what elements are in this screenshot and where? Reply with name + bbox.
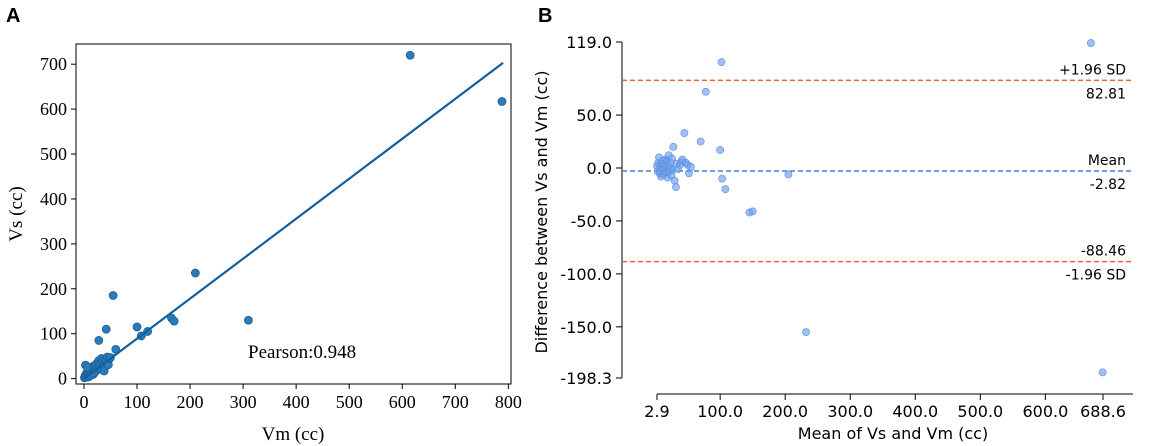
x-tick-label-a: 800: [495, 392, 522, 412]
y-tick-label-a: 200: [40, 279, 67, 299]
data-point-b: [784, 170, 793, 179]
data-point-b: [686, 163, 695, 171]
data-point-b: [716, 146, 725, 154]
fit-line: [83, 61, 504, 380]
y-tick-label-a: 600: [40, 99, 67, 119]
plot-a-frame: [75, 43, 512, 385]
x-axis-label-b: Mean of Vs and Vm (cc): [798, 424, 988, 443]
x-tick-label-a: 0: [79, 392, 88, 412]
panel-b-label: B: [538, 5, 552, 27]
y-tick-label-b: 119.0: [566, 33, 612, 52]
y-tick-label-b: -150.0: [560, 318, 612, 337]
x-tick-label-b: 500.0: [957, 402, 1003, 421]
x-axis-label-a: Vm (cc): [262, 424, 325, 445]
data-point-b: [696, 137, 705, 146]
x-tick-label-a: 100: [124, 392, 151, 412]
y-tick-label-a: 500: [40, 144, 67, 164]
y-tick-label-b: -50.0: [571, 212, 612, 231]
y-axis-label-a: Vs (cc): [6, 186, 27, 241]
data-point-a: [108, 291, 118, 300]
data-point-b: [717, 58, 726, 67]
x-tick-label-b: 300.0: [827, 402, 873, 421]
data-point-b: [669, 142, 678, 151]
data-point-b: [701, 87, 710, 96]
x-tick-label-a: 200: [177, 392, 204, 412]
x-tick-label-a: 500: [336, 392, 363, 412]
x-tick-label-b: 200.0: [762, 402, 808, 421]
reference-value-mean: -2.82: [1090, 177, 1126, 193]
data-point-a: [99, 366, 109, 376]
y-tick-label-a: 0: [58, 369, 67, 389]
data-point-b: [1098, 368, 1107, 377]
data-point-b: [718, 174, 727, 183]
data-point-b: [721, 185, 730, 194]
reference-value-lower: -1.96 SD: [1066, 268, 1126, 284]
panel-a-label: A: [6, 5, 20, 27]
data-point-b: [802, 328, 810, 337]
data-point-a: [169, 316, 179, 326]
y-tick-label-b: -100.0: [560, 265, 612, 284]
data-point-a: [101, 324, 111, 334]
scatter-chart-a: 0 100 200 300 400 500 600 700 800 0 100 200 300 400 50…: [6, 43, 522, 445]
x-tick-label-a: 600: [389, 392, 416, 412]
reference-label-lower: -88.46: [1081, 244, 1126, 260]
data-point-b: [680, 129, 689, 137]
x-tick-label-b: 600.0: [1022, 402, 1068, 421]
y-tick-label-b: -198.3: [560, 369, 612, 388]
data-point-a: [244, 315, 253, 325]
bland-altman-chart: 2.9 100.0 200.0 300.0 400.0 500.0 600.0 688.6 11…: [532, 33, 1133, 443]
y-tick-label-a: 300: [40, 234, 67, 254]
x-tick-label-b: 100.0: [697, 402, 743, 421]
x-tick-label-b: 688.6: [1080, 402, 1126, 421]
reference-value-upper: 82.81: [1086, 86, 1126, 102]
data-point-a: [82, 362, 92, 372]
y-tick-label-b: 50.0: [576, 106, 612, 125]
y-axis-label-b: Difference between Vs and Vm (cc): [532, 70, 551, 353]
x-tick-label-b: 2.9: [644, 402, 669, 421]
data-point-a: [190, 268, 200, 278]
x-tick-label-b: 400.0: [892, 402, 938, 421]
data-point-a: [94, 336, 104, 345]
reference-label-upper: +1.96 SD: [1059, 62, 1126, 78]
x-tick-label-a: 400: [283, 392, 310, 412]
data-point-a: [405, 50, 415, 60]
y-tick-label-a: 400: [40, 189, 67, 209]
data-point-b: [670, 176, 679, 185]
data-point-b: [748, 207, 757, 216]
x-tick-label-a: 300: [230, 392, 257, 412]
y-tick-label-b: 0.0: [587, 159, 612, 178]
y-tick-label-a: 100: [40, 324, 67, 344]
data-point-a: [132, 322, 142, 332]
reference-label-mean: Mean: [1088, 153, 1126, 169]
data-point-a: [497, 97, 507, 106]
data-point-b: [672, 183, 680, 191]
data-point-b: [1087, 39, 1095, 47]
pearson-annotation: Pearson:0.948: [248, 342, 356, 363]
x-tick-label-a: 700: [442, 392, 469, 412]
y-tick-label-a: 700: [40, 54, 67, 74]
data-point-b: [668, 154, 676, 163]
